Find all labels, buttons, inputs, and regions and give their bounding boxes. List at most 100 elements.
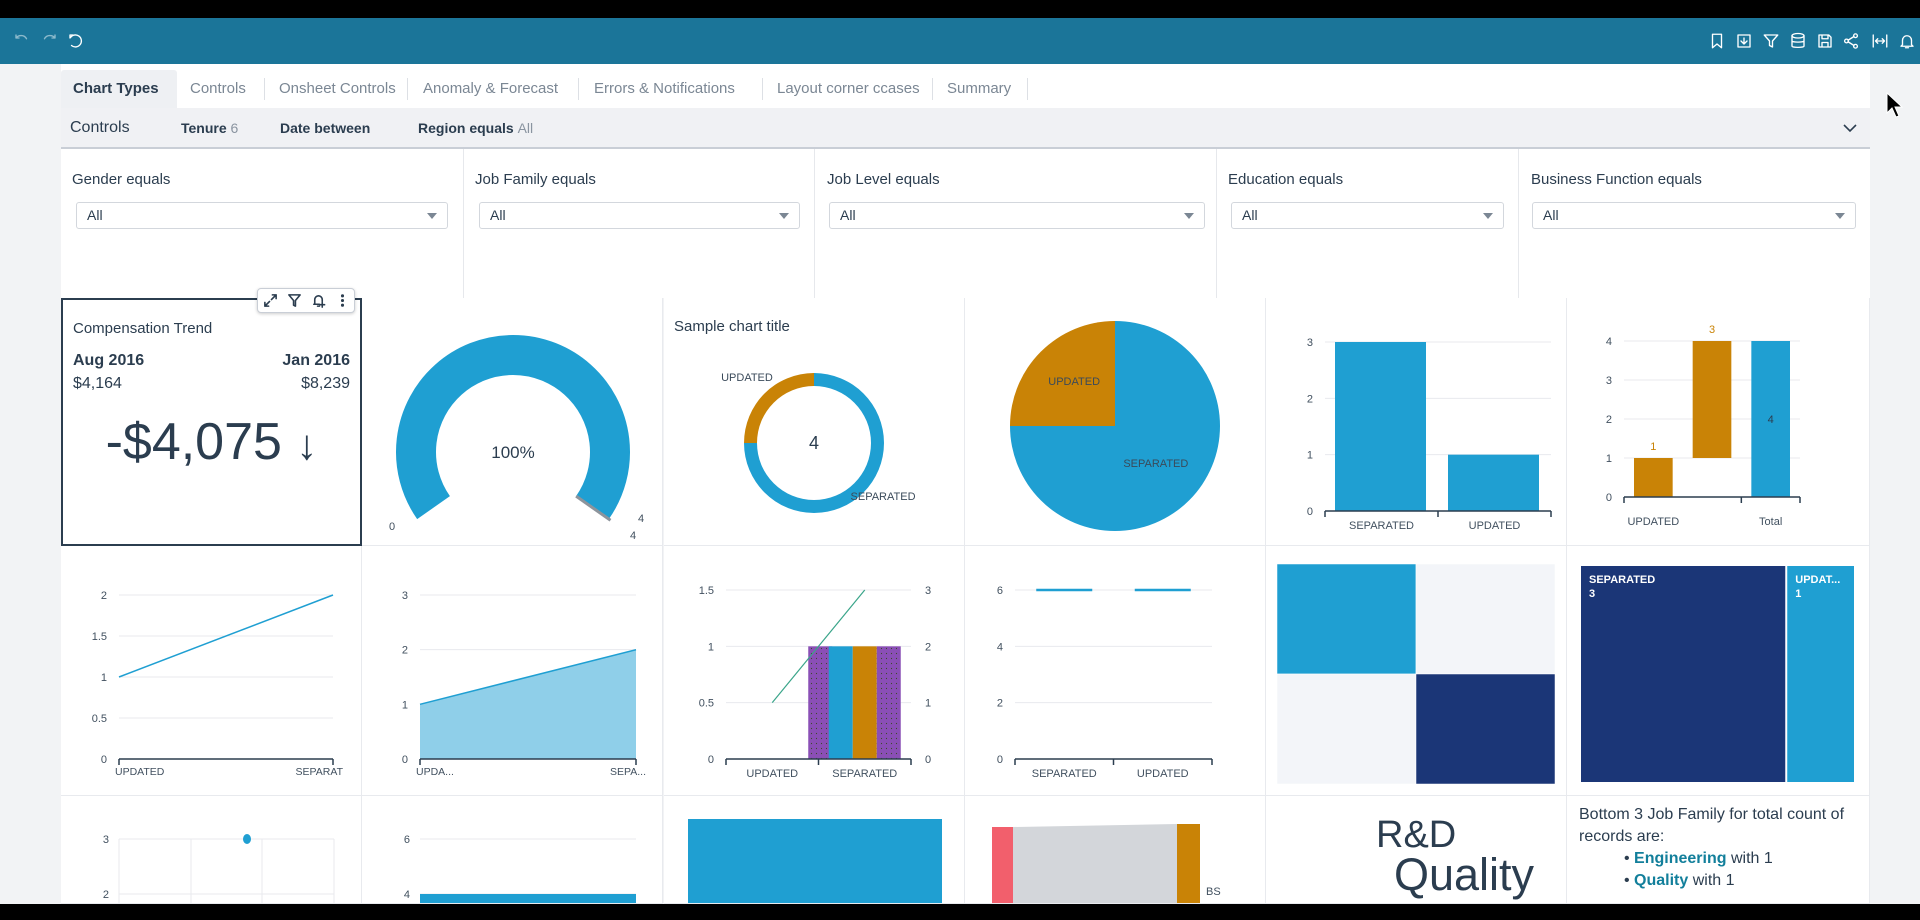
sankey-link[interactable] xyxy=(1013,824,1177,904)
bar[interactable] xyxy=(420,894,636,904)
bar[interactable] xyxy=(828,646,853,759)
bar[interactable] xyxy=(808,646,833,759)
bar[interactable] xyxy=(1448,454,1539,511)
fit-width-icon[interactable] xyxy=(1869,30,1891,52)
waterfall-bar[interactable] xyxy=(1634,458,1673,497)
heatmap-cell[interactable] xyxy=(1276,563,1417,675)
tab-controls[interactable]: Controls xyxy=(190,80,246,97)
waterfall-chart[interactable]: 0 1 2 3 4 1 UPDATED 3 4 Total xyxy=(1567,298,1870,546)
waterfall-bar[interactable] xyxy=(1751,341,1790,497)
share-icon[interactable] xyxy=(1840,30,1862,52)
treemap-chart[interactable]: SEPARATED 3 UPDAT... 1 xyxy=(1567,546,1870,796)
controls-bar[interactable]: Controls Tenure 6 Date between Region eq… xyxy=(61,108,1870,149)
tab-summary[interactable]: Summary xyxy=(947,80,1012,97)
date-between-control[interactable]: Date between xyxy=(280,120,371,136)
chart-canvas: BS xyxy=(992,824,1221,904)
word-cloud-word[interactable]: R&D xyxy=(1376,814,1457,856)
tab-chart-types[interactable]: Chart Types xyxy=(61,70,177,108)
alert-bell-icon[interactable] xyxy=(1896,30,1918,52)
kpi-compensation-trend[interactable]: Compensation Trend Aug 2016 $4,164 Jan 2… xyxy=(61,298,362,546)
download-icon[interactable] xyxy=(1733,30,1755,52)
line-chart[interactable]: 0 0.5 1 1.5 2 UPDATED SEPARAT xyxy=(61,546,362,796)
treemap-cell[interactable] xyxy=(1581,566,1786,782)
education-filter-select[interactable]: All xyxy=(1231,202,1504,229)
app-toolbar xyxy=(0,18,1920,64)
kpi-right-period: Jan 2016 xyxy=(282,352,350,369)
undo-icon[interactable] xyxy=(11,30,33,52)
dataset-icon[interactable] xyxy=(1787,30,1809,52)
scatter-point[interactable] xyxy=(243,834,251,844)
tab-anomaly-forecast[interactable]: Anomaly & Forecast xyxy=(423,80,559,97)
bar-chart-3[interactable] xyxy=(664,796,965,904)
bar[interactable] xyxy=(1335,342,1426,511)
business-function-filter-select[interactable]: All xyxy=(1532,202,1856,229)
y-tick-label: 0 xyxy=(997,754,1003,766)
x-tick-label: UPDATED xyxy=(1137,768,1189,780)
bottom-black-bar xyxy=(0,904,1920,920)
heatmap-cell[interactable] xyxy=(1415,673,1556,785)
heatmap-chart[interactable] xyxy=(1266,546,1567,796)
pie-chart[interactable]: SEPARATED UPDATED xyxy=(965,298,1266,546)
series-line[interactable] xyxy=(419,648,637,706)
chart-canvas: 23 xyxy=(103,834,335,903)
donut-chart[interactable]: Sample chart title SEPARATED UPDATED 4 xyxy=(664,298,965,546)
filter-icon[interactable] xyxy=(1760,30,1782,52)
job-family-filter-select[interactable]: All xyxy=(479,202,800,229)
heatmap-cell[interactable] xyxy=(1276,673,1417,785)
word-cloud-word[interactable]: Quality xyxy=(1394,849,1535,900)
refresh-icon[interactable] xyxy=(65,30,87,52)
caret-down-icon xyxy=(1835,213,1845,219)
expand-icon[interactable] xyxy=(261,292,279,310)
area-chart[interactable]: 0 1 2 3 UPDA... SEPA... xyxy=(362,546,663,796)
range-line-chart[interactable]: 0 2 4 6 SEPARATED UPDATED xyxy=(965,546,1266,796)
word-cloud[interactable]: R&D Quality xyxy=(1266,796,1567,904)
y-tick-label: 3 xyxy=(1307,337,1313,349)
sankey-node-label: BS xyxy=(1206,886,1221,898)
gender-filter-select[interactable]: All xyxy=(76,202,448,229)
y-tick-label: 0.5 xyxy=(92,713,107,725)
sankey-node[interactable] xyxy=(992,827,1013,904)
chevron-down-icon[interactable] xyxy=(1842,120,1858,136)
sankey-node[interactable] xyxy=(1177,824,1200,904)
gauge-chart[interactable]: 100% 0 4 4 xyxy=(362,298,663,546)
filter-icon[interactable] xyxy=(285,292,303,310)
data-label: 1 xyxy=(1650,441,1656,453)
series-line[interactable] xyxy=(771,589,866,704)
kpi-delta: -$4,075 ↓ xyxy=(63,412,360,472)
y-tick-label: 0.5 xyxy=(699,698,714,710)
job-level-filter-select[interactable]: All xyxy=(829,202,1205,229)
tenure-control[interactable]: Tenure 6 xyxy=(181,120,238,136)
treemap-cell[interactable] xyxy=(1787,566,1854,782)
add-alert-icon[interactable] xyxy=(309,292,327,310)
waterfall-bar[interactable] xyxy=(1692,341,1732,458)
narrative-item-name[interactable]: Engineering xyxy=(1634,850,1727,867)
sankey-chart[interactable]: BS xyxy=(965,796,1266,904)
bar[interactable] xyxy=(876,646,901,759)
pie-slice[interactable] xyxy=(1010,321,1115,426)
series-line[interactable] xyxy=(118,594,334,678)
save-icon[interactable] xyxy=(1814,30,1836,52)
treemap-value: 1 xyxy=(1795,588,1801,600)
bar-chart[interactable]: 0 1 2 3 SEPARATED UPDATED xyxy=(1266,298,1567,546)
pie-slice[interactable] xyxy=(744,373,814,443)
bookmark-icon[interactable] xyxy=(1706,30,1728,52)
kpi-right-value: $8,239 xyxy=(301,375,350,392)
bar[interactable] xyxy=(688,819,942,904)
caret-down-icon xyxy=(427,213,437,219)
narrative-item-name[interactable]: Quality xyxy=(1634,872,1689,889)
more-options-icon[interactable] xyxy=(333,292,351,310)
chart-canvas: 0 0.5 1 1.5 2 UPDATED SEPARAT xyxy=(92,590,344,778)
combo-chart[interactable]: 0 0.5 1 1.5 0 1 2 3 UPDATED SEPARATED xyxy=(664,546,965,796)
slice-label: UPDATED xyxy=(721,372,773,384)
tab-layout-corner-cases[interactable]: Layout corner ccases xyxy=(777,80,920,97)
education-filter-value: All xyxy=(1242,207,1258,223)
bar[interactable] xyxy=(852,646,877,759)
gauge-target-marker xyxy=(575,494,612,522)
redo-icon[interactable] xyxy=(38,30,60,52)
tab-onsheet-controls[interactable]: Onsheet Controls xyxy=(279,80,396,97)
tab-errors-notifications[interactable]: Errors & Notifications xyxy=(594,80,735,97)
region-control[interactable]: Region equals All xyxy=(418,120,533,136)
heatmap-cell[interactable] xyxy=(1415,563,1556,675)
